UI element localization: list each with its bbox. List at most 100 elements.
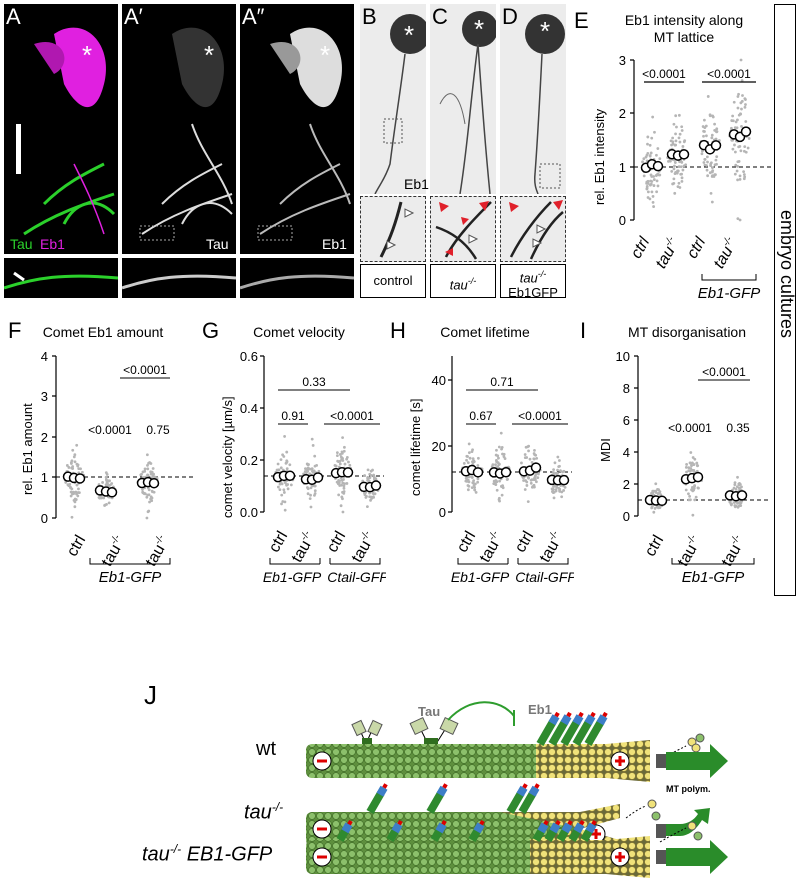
- chart-g-point: [333, 464, 337, 467]
- chart-f-point: [77, 487, 80, 491]
- chart-i-replicate: [736, 490, 748, 501]
- chart-i-point: [656, 488, 659, 491]
- chart-g-ytick-1: 0.2: [240, 453, 258, 468]
- chart-f-ytick-3: 3: [41, 389, 48, 404]
- chart-e-axes: [630, 59, 635, 221]
- chart-e-xtick-ctrl2: ctrl: [683, 234, 709, 262]
- chart-h-point: [528, 457, 532, 461]
- chart-e-point: [736, 178, 739, 182]
- chart-e-point: [711, 169, 715, 173]
- chart-g-point: [335, 451, 339, 455]
- chart-e: 3 2 1 0 <0.0001 <0.0001 Eb1-GFP: [619, 53, 772, 302]
- chart-g-point: [278, 488, 282, 492]
- label-tau: Tau: [206, 236, 229, 252]
- panel-letter-a2: A″: [242, 4, 265, 29]
- chart-f-point: [151, 467, 155, 470]
- chart-f-point: [73, 505, 77, 509]
- chart-i-point: [687, 492, 690, 496]
- chart-e-point: [715, 127, 719, 131]
- chart-e-point: [645, 184, 649, 188]
- chart-g-pval-3: <0.0001: [330, 409, 374, 423]
- chart-i-point: [658, 490, 662, 494]
- chart-e-point: [645, 187, 649, 191]
- chart-f-point: [141, 488, 144, 491]
- chart-g-point: [373, 492, 377, 496]
- chart-e-point: [737, 92, 740, 96]
- chart-h-point: [495, 488, 499, 492]
- chart-e-point: [648, 143, 652, 147]
- chart-i-point: [654, 491, 658, 494]
- chart-h-point: [467, 475, 471, 479]
- chart-i-point: [738, 482, 742, 486]
- chart-f-point: [105, 482, 109, 485]
- chart-i-point: [691, 456, 695, 459]
- chart-g-point: [313, 489, 317, 493]
- chart-i-ytick-3: 6: [623, 413, 630, 428]
- chart-e-ytick-3: 3: [619, 53, 626, 68]
- chart-i-point: [653, 507, 657, 510]
- chart-g-point: [282, 488, 286, 492]
- chart-g-point: [365, 495, 368, 498]
- chart-e-point: [677, 113, 681, 117]
- chart-h-point: [534, 472, 538, 476]
- chart-h-point: [523, 488, 527, 491]
- chart-f-pval-2: <0.0001: [88, 423, 132, 437]
- chart-e-point: [708, 113, 712, 117]
- chart-e-group: Eb1-GFP: [698, 285, 761, 302]
- chart-e-xtick-ctrl: ctrl: [627, 234, 653, 262]
- chart-h-replicate: [530, 462, 542, 473]
- chart-f-pval-1: <0.0001: [123, 363, 167, 377]
- tau-protein-2: [409, 716, 459, 745]
- chart-h-point: [535, 456, 539, 460]
- chart-e-point: [733, 150, 737, 154]
- star-d: *: [540, 16, 551, 46]
- chart-g-point: [345, 455, 349, 459]
- chart-f-point: [72, 455, 76, 459]
- micrograph-a1-inset: [122, 258, 236, 298]
- chart-i-point: [687, 466, 691, 470]
- chart-e-point: [702, 134, 705, 138]
- chart-g-point: [342, 449, 346, 453]
- micrograph-a2-inset: [240, 258, 354, 298]
- chart-f-point: [145, 516, 149, 520]
- chart-f-point: [71, 465, 75, 468]
- chart-e-point: [736, 118, 739, 122]
- chart-e-point: [646, 196, 650, 199]
- chart-g-group-1: Eb1-GFP: [263, 569, 322, 585]
- chart-e-point: [736, 160, 740, 164]
- panel-letter-j: J: [144, 680, 157, 710]
- chart-i-point: [690, 468, 694, 472]
- micrograph-d: [500, 4, 566, 194]
- chart-h-point: [525, 480, 529, 484]
- chart-g-point: [337, 493, 341, 497]
- chart-g-point: [282, 491, 286, 494]
- chart-e-point: [734, 163, 738, 167]
- tau-protein-1: [351, 719, 383, 745]
- chart-f-point: [100, 496, 103, 500]
- chart-i-point: [728, 500, 732, 504]
- panel-letter-g: G: [202, 318, 220, 343]
- chart-g-point: [372, 477, 376, 481]
- chart-e-ylabel: rel. Eb1 intensity: [592, 108, 607, 205]
- chart-g-replicate: [342, 467, 354, 478]
- chart-f-point: [75, 443, 79, 447]
- chart-f-point: [75, 483, 79, 487]
- chart-e-point: [730, 119, 734, 122]
- chart-h-point: [532, 457, 536, 461]
- chart-f-point: [80, 470, 84, 474]
- chart-g-point: [342, 484, 346, 488]
- chart-h-point: [551, 487, 555, 491]
- chart-h-point: [525, 456, 529, 459]
- chart-g-point: [335, 454, 339, 458]
- chart-h-point: [530, 478, 534, 482]
- chart-e-point: [646, 151, 650, 155]
- mt-diagram-row3: [306, 819, 728, 878]
- chart-f-point: [149, 472, 153, 476]
- chart-e-point: [673, 161, 677, 164]
- chart-e-point: [709, 191, 713, 195]
- chart-e-point: [655, 179, 659, 183]
- chart-g-point: [303, 470, 307, 473]
- chart-g-group-2: Ctail-GFP: [327, 569, 386, 585]
- chart-g-point: [281, 500, 285, 503]
- chart-h-point: [492, 479, 496, 483]
